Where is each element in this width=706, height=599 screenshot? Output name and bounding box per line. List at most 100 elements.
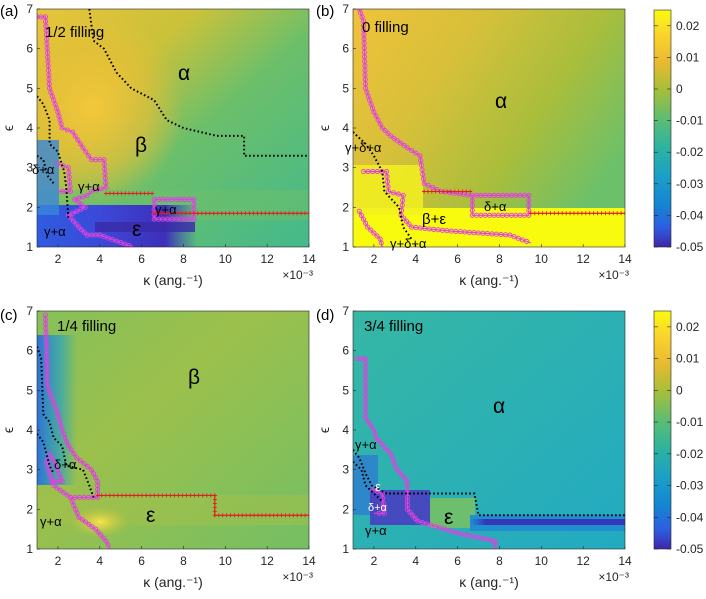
colorbar-top-ticks-label-3: -0.01 (676, 114, 704, 128)
panel-a-magenta-marker (126, 242, 132, 247)
panel-b-magenta-marker (371, 230, 377, 236)
panel-b-letter: (b) (316, 3, 334, 20)
panel-a-red-plus-marker (156, 211, 161, 216)
panel-d-xtick-label-0: 2 (371, 554, 378, 568)
panel-c-label-eps: ε (146, 504, 155, 527)
panel-b-magenta-marker (388, 133, 394, 139)
panel-c-red-plus-marker (263, 513, 268, 518)
panel-c-red-plus-marker (204, 493, 209, 498)
panel-c-magenta-marker (81, 461, 87, 467)
panel-b-magenta-boundary-1 (469, 192, 532, 218)
panel-c-red-plus-marker (111, 493, 116, 498)
panel-b-red-boundary-1 (528, 211, 625, 216)
panel-c-magenta-marker (98, 532, 104, 538)
panel-a-xlabel: κ (ang.⁻¹) (143, 272, 203, 288)
panel-d-magenta-marker (365, 419, 371, 425)
panel-b-xtick-label-0: 2 (371, 252, 378, 266)
panel-b-magenta-marker (526, 192, 532, 198)
panel-a-magenta-marker (73, 221, 79, 227)
colorbar-bottom-ticks-label-5: -0.03 (676, 479, 704, 493)
panel-a-magenta-marker (118, 239, 124, 246)
panel-c-red-plus-marker (295, 513, 300, 518)
panel-c-magenta-marker (49, 455, 55, 461)
panel-a-xtick-label-0: 2 (55, 252, 62, 266)
panel-c-magenta-marker (77, 458, 83, 464)
panel-a-red-plus-marker (231, 211, 236, 216)
panel-a-magenta-marker (59, 125, 65, 131)
panel-a-red-plus-marker (152, 211, 157, 216)
panel-a-red-plus-marker (107, 191, 112, 196)
panel-d-heatmap (353, 311, 625, 549)
panel-c-black-boundary-1 (37, 433, 55, 475)
panel-c-red-plus-marker (240, 513, 245, 518)
panel-c-black-boundary-0 (37, 346, 95, 498)
panel-d-magenta-marker (437, 525, 443, 531)
panel-a-magenta-marker (151, 201, 157, 207)
panel-c-red-plus-marker (184, 493, 189, 498)
panel-c-xtick-label-0: 2 (55, 554, 62, 568)
panel-d-magenta-marker (380, 500, 386, 506)
panel-c-magenta-marker (103, 538, 109, 544)
panel-c-ytick-label-5: 6 (26, 344, 33, 358)
panel-c-magenta-marker (93, 475, 99, 481)
panel-c-label-da: δ+α (54, 457, 77, 472)
panel-b-magenta-marker (420, 171, 426, 177)
panel-a-magenta-marker (72, 196, 78, 202)
panel-a-magenta-marker (151, 216, 157, 222)
panel-c-red-plus-marker (200, 493, 205, 498)
panel-a-magenta-marker (65, 165, 71, 171)
panel-a-red-plus-marker (243, 211, 248, 216)
panel-a-red-plus-marker (195, 211, 200, 216)
panel-b-red-plus-marker (591, 211, 596, 216)
panel-c-red-plus-marker (232, 513, 237, 518)
panel-c-red-plus-marker (244, 513, 249, 518)
panel-c-xtick-label-1: 4 (96, 554, 103, 568)
panel-b-red-plus-marker (426, 189, 430, 194)
panel-a-magenta-marker (79, 202, 85, 208)
panel-a-magenta-marker (55, 161, 61, 167)
panel-c-red-plus-marker (228, 513, 233, 518)
panel-b-magenta-marker (418, 162, 424, 168)
panel-a-red-plus-marker (203, 211, 208, 216)
panel-a-label-ga3: γ+α (44, 224, 66, 239)
panel-a-magenta-marker (75, 137, 81, 143)
panel-c-red-plus-marker (252, 513, 257, 518)
panel-c-magenta-line-0 (44, 314, 99, 498)
panel-b-magenta-marker (399, 202, 405, 208)
panel-d-magenta-marker (376, 510, 382, 516)
panel-c-red-plus-marker (212, 493, 217, 498)
panel-d-xtick-label-5: 12 (576, 554, 590, 568)
panel-d-magenta-marker (376, 438, 382, 444)
panel-c-red-plus-marker (196, 493, 201, 498)
panel-a-title: 1/2 filling (45, 24, 104, 41)
panel-c-magenta-marker (82, 519, 89, 525)
panel-b-magenta-marker (413, 150, 419, 156)
panel-c-ytick-label-0: 1 (26, 542, 33, 556)
colorbar-bottom-ticks-label-7: -0.05 (676, 542, 704, 556)
panel-b-red-plus-marker (560, 211, 565, 216)
panel-b-magenta-marker (526, 207, 532, 213)
panel-d-xscale: ×10⁻³ (598, 570, 629, 584)
panel-a-magenta-marker (67, 179, 73, 185)
panel-b-red-plus-marker (595, 211, 600, 216)
panel-a-magenta-marker (102, 175, 108, 181)
panel-c-red-plus-marker (160, 493, 165, 498)
panel-a-magenta-marker (67, 184, 73, 190)
panel-b-magenta-marker (384, 179, 391, 185)
panel-b-red-plus-marker (464, 189, 469, 194)
panel-a-magenta-line-0 (37, 16, 134, 247)
panel-b-magenta-line-1 (471, 194, 530, 216)
panel-b-magenta-line-3 (358, 211, 383, 247)
panel-c-xtick-label-3: 8 (180, 554, 187, 568)
panel-a-red-plus-marker (138, 191, 143, 196)
panel-a-magenta-marker (72, 133, 78, 139)
panel-b-magenta-marker (356, 208, 362, 214)
panel-a-deep-band (95, 222, 195, 232)
panel-b-xtick-label-4: 10 (535, 252, 549, 266)
panel-b-magenta-marker (384, 174, 390, 180)
panel-d-magenta-marker (410, 512, 416, 518)
panel-d-xlabel: κ (ang.⁻¹) (459, 574, 519, 590)
panel-c-red-plus-marker (267, 513, 272, 518)
panel-a-red-plus-marker (180, 211, 184, 216)
panel-a-ytick-label-5: 6 (26, 42, 33, 56)
